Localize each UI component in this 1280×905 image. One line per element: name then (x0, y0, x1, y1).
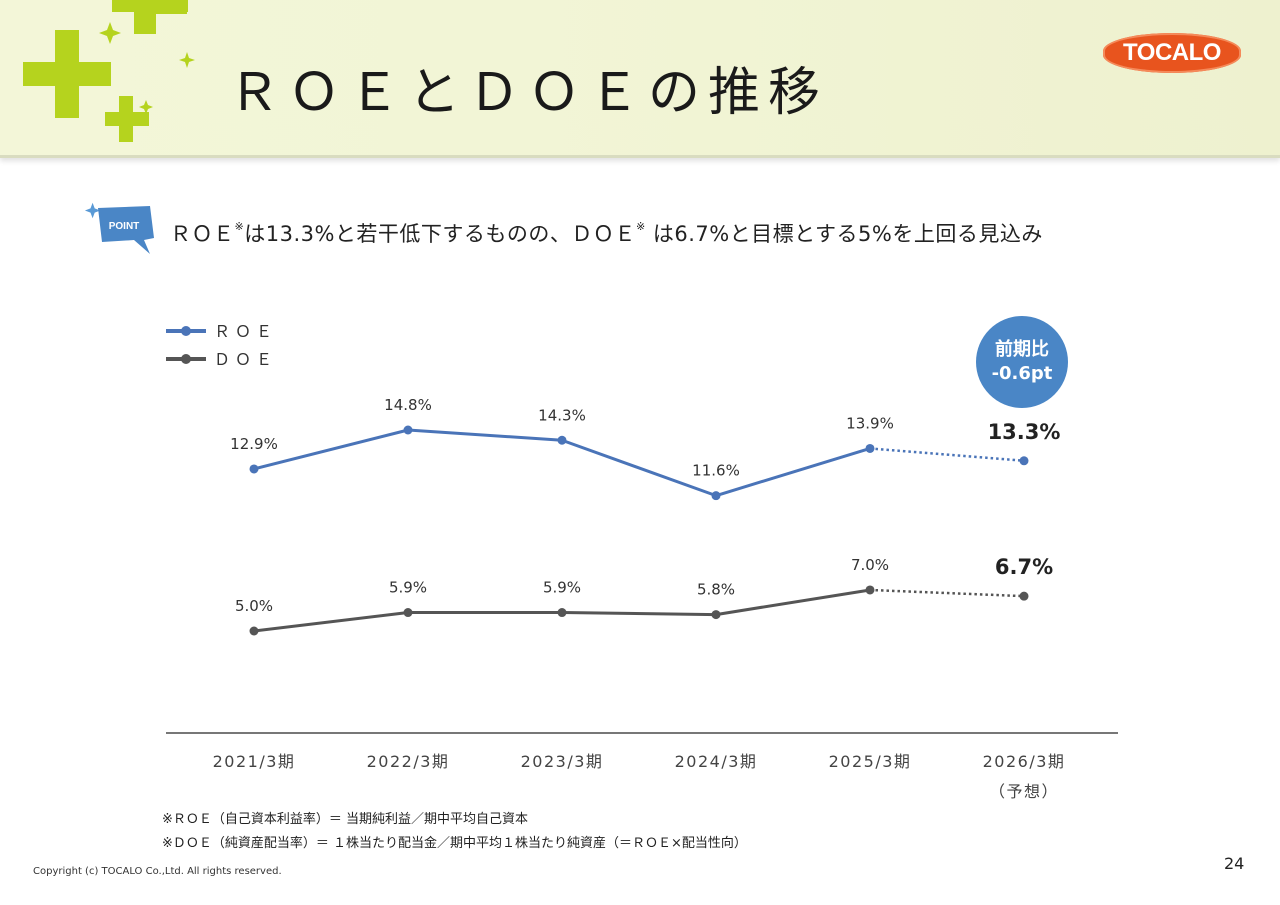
sparkle-shape (139, 100, 153, 114)
data-label: 5.0% (235, 597, 273, 615)
x-tick-label: 2023/3期 (521, 752, 604, 771)
point-badge-icon: POINT (84, 202, 154, 254)
yoy-label: 前期比 (995, 339, 1049, 360)
sparkle-decoration-icon (23, 0, 195, 142)
footnote-doe: ※ＤＯＥ（純資産配当率）＝ １株当たり配当金／期中平均１株当たり純資産（＝ＲＯＥ… (162, 836, 747, 851)
data-point (865, 443, 875, 453)
point-text-part: は13.3%と若干低下するものの、ＤＯＥ (244, 222, 636, 246)
series-forecast-line-doe (869, 588, 1025, 598)
speech-bubble-shape (98, 206, 154, 254)
cross-shape (105, 96, 149, 142)
point-text-part: ＲＯＥ (170, 222, 235, 246)
x-tick-label: 2022/3期 (367, 752, 450, 771)
data-point (711, 610, 721, 620)
data-point (403, 608, 413, 618)
data-point (557, 435, 567, 445)
data-point (403, 425, 413, 435)
x-tick-sublabel: （予想） (989, 782, 1059, 801)
data-label: 12.9% (230, 435, 278, 453)
legend-label: ＤＯＥ (214, 350, 277, 369)
data-label: 5.9% (543, 579, 581, 597)
footnote-roe: ※ＲＯＥ（自己資本利益率）＝ 当期純利益／期中平均自己資本 (162, 812, 529, 827)
data-label: 6.7% (995, 555, 1053, 579)
point-summary: ＲＯＥ※は13.3%と若干低下するものの、ＤＯＥ※ は6.7%と目標とする5%を… (170, 218, 1043, 248)
data-point (557, 608, 567, 618)
yoy-value: -0.6pt (991, 363, 1053, 384)
sparkle-shape (99, 22, 121, 44)
data-label: 5.9% (389, 579, 427, 597)
x-tick-label: 2021/3期 (213, 752, 296, 771)
data-point (249, 464, 259, 474)
data-point (249, 626, 259, 636)
x-tick-label: 2025/3期 (829, 752, 912, 771)
point-badge-label: POINT (109, 221, 140, 232)
x-tick-label: 2026/3期 (983, 752, 1066, 771)
data-label: 7.0% (851, 556, 889, 574)
point-text-part: は6.7%と目標とする5%を上回る見込み (645, 222, 1043, 246)
data-label: 5.8% (697, 581, 735, 599)
company-logo: TOCALO (1103, 33, 1241, 73)
data-label: 14.3% (538, 406, 586, 424)
legend-swatch-dot (181, 326, 191, 336)
copyright: Copyright (c) TOCALO Co.,Ltd. All rights… (33, 866, 282, 877)
sparkle-shape (179, 52, 195, 68)
sparkle-shape (84, 202, 101, 219)
legend-swatch-dot (181, 354, 191, 364)
legend-label: ＲＯＥ (214, 322, 277, 341)
data-point (1019, 591, 1029, 601)
page-number: 24 (1224, 854, 1245, 873)
footnote-mark: ※ (635, 220, 646, 233)
data-point (865, 585, 875, 595)
cross-shape (112, 0, 188, 12)
series-forecast-line-roe (869, 447, 1025, 463)
data-point (711, 491, 721, 501)
data-label: 11.6% (692, 462, 740, 480)
yoy-change-bubble: 前期比 -0.6pt (976, 316, 1068, 408)
page-title: ＲＯＥとＤＯＥの推移 (228, 63, 829, 123)
data-label: 14.8% (384, 396, 432, 414)
data-label: 13.9% (846, 414, 894, 432)
header-banner: ＲＯＥとＤＯＥの推移 TOCALO (0, 0, 1280, 158)
cross-shape (23, 30, 111, 118)
x-tick-label: 2024/3期 (675, 752, 758, 771)
data-label: 13.3% (988, 420, 1061, 444)
data-point (1019, 456, 1029, 466)
footnote-mark: ※ (234, 220, 245, 233)
